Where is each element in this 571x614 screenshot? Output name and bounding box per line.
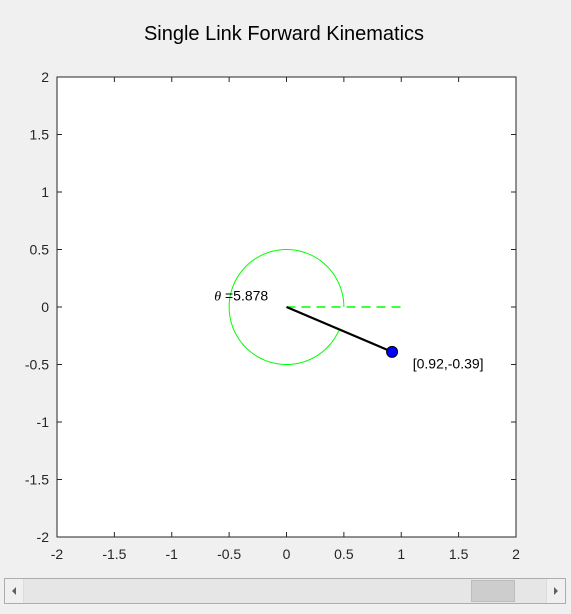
slider-thumb[interactable] [471,580,515,602]
y-tick-label: -0.5 [25,357,49,373]
chevron-left-icon [12,587,16,595]
chevron-right-icon [554,587,558,595]
angle-slider[interactable] [4,578,566,604]
end-effector-point [387,346,398,357]
theta-annotation: θ =5.878 [214,288,268,305]
chart-title: Single Link Forward Kinematics [144,23,424,45]
x-tick-label: -0.5 [217,546,241,562]
x-tick-label: 0.5 [334,546,354,562]
endpoint-coordinate-label: [0.92,-0.39] [413,355,484,371]
slider-left-button[interactable] [5,579,24,603]
y-tick-label: 0.5 [30,242,50,258]
x-tick-label: 2 [512,546,520,562]
y-tick-label: -1 [37,414,50,430]
x-tick-label: 0 [283,546,291,562]
x-tick-label: -1 [166,546,179,562]
plot-canvas: Single Link Forward Kinematics -2 -1.5 -1 -… [0,0,571,576]
x-tick-label: 1.5 [449,546,469,562]
x-tick-label: 1 [397,546,405,562]
y-tick-label: 1.5 [30,127,50,143]
y-tick-label: -1.5 [25,472,49,488]
y-tick-label: 2 [41,69,49,85]
slider-right-button[interactable] [546,579,565,603]
slider-track[interactable] [24,579,546,603]
y-tick-label: 0 [41,299,49,315]
y-tick-label: 1 [41,184,49,200]
x-tick-label: -1.5 [102,546,126,562]
theta-value: =5.878 [221,288,268,304]
y-tick-label: -2 [37,529,50,545]
x-tick-label: -2 [51,546,64,562]
